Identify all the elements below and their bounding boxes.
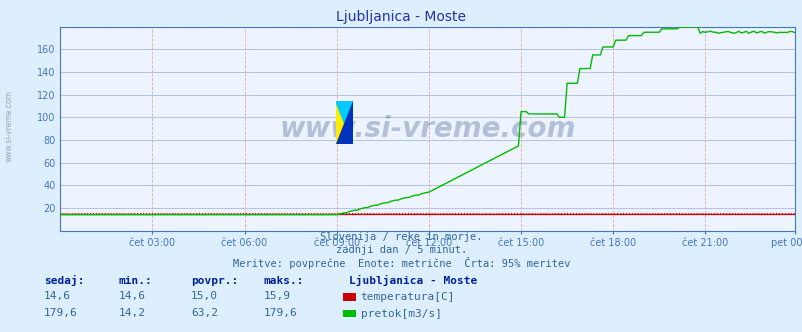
Text: pretok[m3/s]: pretok[m3/s] [360,309,441,319]
Text: zadnji dan / 5 minut.: zadnji dan / 5 minut. [335,245,467,255]
Text: 179,6: 179,6 [263,308,297,318]
Text: 14,2: 14,2 [119,308,146,318]
Text: 14,6: 14,6 [44,291,71,301]
Text: Slovenija / reke in morje.: Slovenija / reke in morje. [320,232,482,242]
Polygon shape [335,101,353,144]
Text: maks.:: maks.: [263,276,303,286]
Text: 179,6: 179,6 [44,308,78,318]
Text: min.:: min.: [119,276,152,286]
Text: www.si-vreme.com: www.si-vreme.com [279,115,575,143]
Text: www.si-vreme.com: www.si-vreme.com [5,90,14,162]
Text: Ljubljanica - Moste: Ljubljanica - Moste [349,275,477,286]
Polygon shape [335,101,353,144]
Text: sedaj:: sedaj: [44,275,84,286]
Text: 15,9: 15,9 [263,291,290,301]
Text: 15,0: 15,0 [191,291,218,301]
Text: Ljubljanica - Moste: Ljubljanica - Moste [336,10,466,24]
Polygon shape [335,101,353,144]
Text: Meritve: povprečne  Enote: metrične  Črta: 95% meritev: Meritve: povprečne Enote: metrične Črta:… [233,257,569,269]
Text: temperatura[C]: temperatura[C] [360,292,455,302]
Text: 14,6: 14,6 [119,291,146,301]
Text: povpr.:: povpr.: [191,276,238,286]
Text: 63,2: 63,2 [191,308,218,318]
